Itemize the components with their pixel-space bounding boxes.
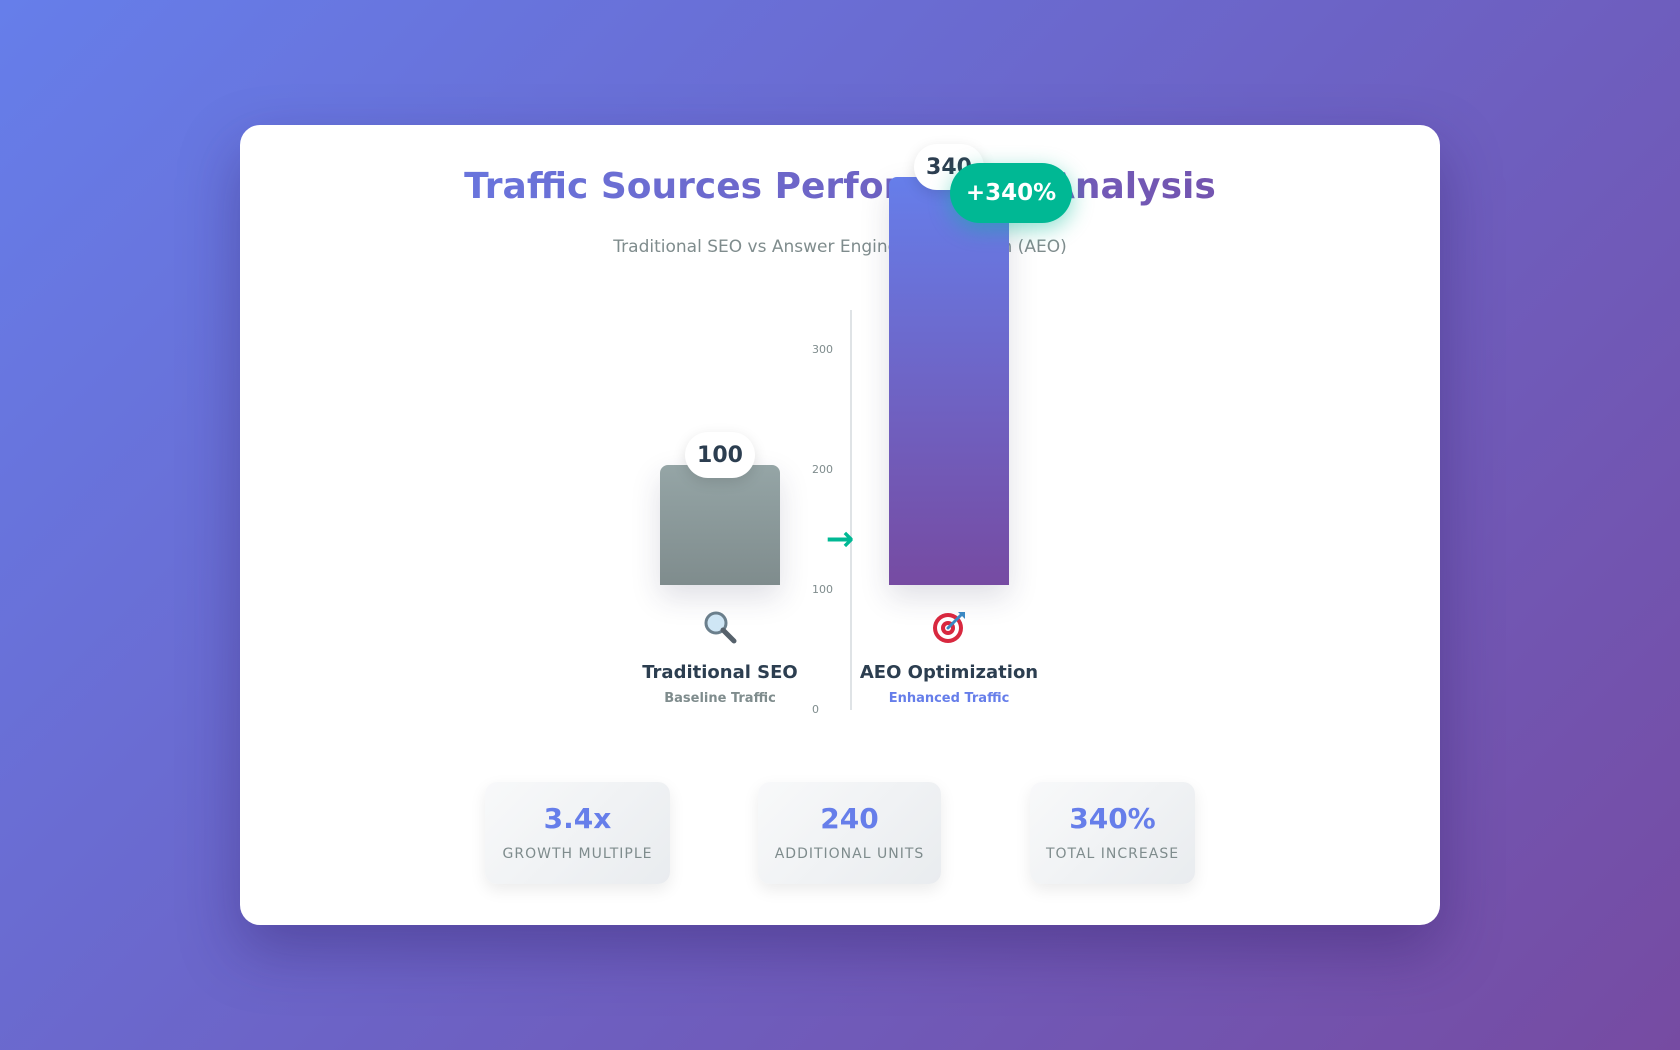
category-description: Baseline Traffic [664, 691, 776, 706]
y-tick-label: 200 [812, 463, 833, 476]
y-tick-label: 0 [812, 703, 819, 716]
stat-label: TOTAL INCREASE [1045, 846, 1180, 862]
category-label: Traditional SEO [642, 662, 798, 683]
stat-value: 340% [1069, 802, 1156, 835]
chart-subtitle: Traditional SEO vs Answer Engine Optimiz… [613, 237, 1067, 257]
stat-value: 3.4x [543, 802, 612, 835]
y-axis-line [850, 310, 852, 710]
chart-card: Traffic Sources Performance Analysis Tra… [240, 125, 1440, 925]
bar-aeo-optimization[interactable] [889, 177, 1009, 585]
stat-card-total-increase: 340% TOTAL INCREASE [1030, 782, 1195, 884]
stat-value: 240 [820, 802, 879, 835]
stat-card-additional-units: 240 ADDITIONAL UNITS [758, 782, 941, 884]
magnifying-glass-icon [690, 609, 750, 650]
chart-title: Traffic Sources Performance Analysis [240, 165, 1440, 208]
increase-badge: +340% [950, 163, 1072, 223]
category-label: AEO Optimization [859, 662, 1039, 683]
stat-label: GROWTH MULTIPLE [502, 846, 653, 862]
arrow-right-icon: → [825, 519, 855, 559]
category-description: Enhanced Traffic [888, 691, 1010, 706]
target-icon [919, 609, 979, 650]
stat-card-growth-multiple: 3.4x GROWTH MULTIPLE [485, 782, 670, 884]
bar-traditional-seo[interactable] [660, 465, 780, 585]
y-tick-label: 100 [812, 583, 833, 596]
bar-value-label: 100 [685, 432, 755, 478]
stat-label: ADDITIONAL UNITS [774, 846, 925, 862]
y-tick-label: 300 [812, 343, 833, 356]
